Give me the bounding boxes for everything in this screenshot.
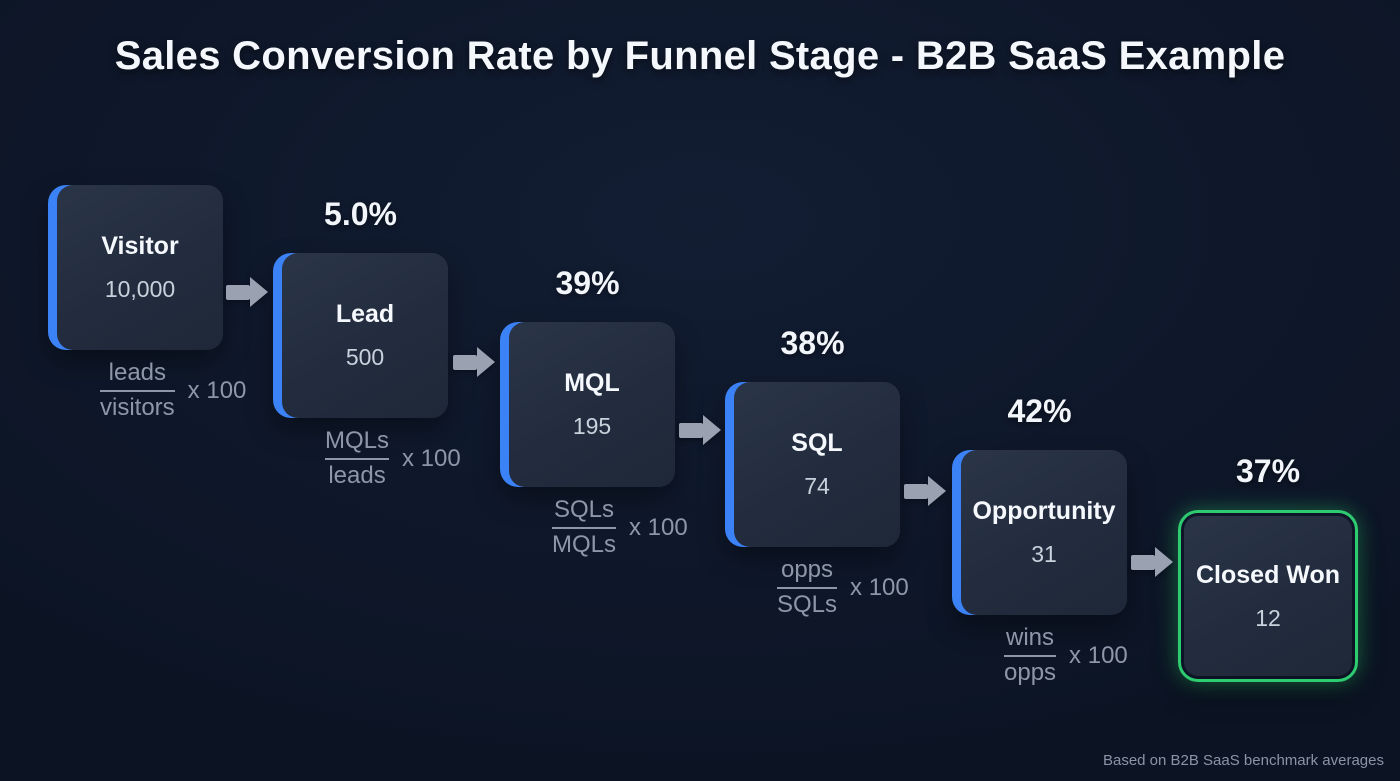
stage-value: 195 xyxy=(572,413,612,439)
stage-card: Visitor 10,000 xyxy=(48,185,223,350)
arrow-right-icon xyxy=(226,277,268,307)
stage-name: Lead xyxy=(335,300,395,328)
stage-card-body: Visitor 10,000 xyxy=(57,185,223,350)
arrow-head xyxy=(250,277,268,307)
stage-value: 31 xyxy=(1031,541,1057,567)
arrow-right-icon xyxy=(679,415,721,445)
fraction: opps SQLs xyxy=(777,556,838,619)
stage-card: Opportunity 31 xyxy=(952,450,1127,615)
stage-card-body: Lead 500 xyxy=(282,253,448,418)
fraction: wins opps xyxy=(1004,624,1057,687)
arrow-shaft xyxy=(1131,554,1155,570)
stage-name: Opportunity xyxy=(972,497,1116,525)
conversion-formula: leads visitors x 100 xyxy=(100,359,247,422)
fraction: SQLs MQLs xyxy=(552,496,617,559)
conversion-formula: wins opps x 100 xyxy=(1004,624,1128,687)
fraction: leads visitors xyxy=(100,359,175,422)
stage-card: Lead 500 xyxy=(273,253,448,418)
stage-value: 74 xyxy=(804,473,830,499)
formula-numerator: opps xyxy=(780,556,834,583)
conversion-rate-label: 39% xyxy=(555,265,620,301)
fraction-bar xyxy=(325,457,390,460)
funnel-stage-visitor: Visitor 10,000 leads visitors x 100 xyxy=(48,185,246,421)
arrow-head xyxy=(703,415,721,445)
stage-value: 500 xyxy=(345,344,385,370)
arrow-shaft xyxy=(679,422,703,438)
stage-card: MQL 195 xyxy=(500,322,675,487)
arrow-shaft xyxy=(226,284,250,300)
stage-card-body: SQL 74 xyxy=(734,382,900,547)
stage-name: SQL xyxy=(791,429,843,457)
funnel-stage-sql: 38% SQL 74 opps SQLs x 100 xyxy=(725,325,909,618)
formula-multiplier: x 100 xyxy=(187,376,247,404)
formula-multiplier: x 100 xyxy=(1069,641,1128,669)
stage-card-body: Closed Won 12 xyxy=(1184,516,1352,676)
stage-value: 12 xyxy=(1255,604,1281,631)
stage-name: Visitor xyxy=(101,232,179,260)
conversion-rate-label: 5.0% xyxy=(324,196,397,232)
formula-numerator: MQLs xyxy=(325,427,390,454)
arrow-head xyxy=(928,476,946,506)
formula-multiplier: x 100 xyxy=(850,573,909,601)
stage-value: 10,000 xyxy=(104,276,176,302)
arrow-right-icon xyxy=(453,347,495,377)
fraction: MQLs leads xyxy=(325,427,390,490)
arrow-right-icon xyxy=(1131,547,1173,577)
stage-card-won: Closed Won 12 xyxy=(1178,510,1358,682)
formula-numerator: SQLs xyxy=(553,496,615,523)
arrow-head xyxy=(1155,547,1173,577)
page-title: Sales Conversion Rate by Funnel Stage - … xyxy=(114,34,1286,78)
fraction-bar xyxy=(100,389,175,392)
stage-name: Closed Won xyxy=(1196,560,1340,589)
formula-multiplier: x 100 xyxy=(402,444,461,472)
conversion-rate-label: 37% xyxy=(1235,453,1301,489)
funnel-stage-mql: 39% MQL 195 SQLs MQLs x 100 xyxy=(500,265,688,558)
footer-note: Based on B2B SaaS benchmark averages xyxy=(1102,752,1384,769)
formula-denominator: visitors xyxy=(100,393,175,421)
funnel-stage-closed-won: 37% Closed Won 12 xyxy=(1178,453,1358,682)
funnel-stage-lead: 5.0% Lead 500 MQLs leads x 100 xyxy=(273,196,461,489)
arrow-right-icon xyxy=(904,476,946,506)
arrow-shaft xyxy=(904,483,928,499)
conversion-rate-label: 38% xyxy=(780,325,845,361)
arrow-head xyxy=(477,347,495,377)
conversion-formula: opps SQLs x 100 xyxy=(777,556,909,619)
formula-numerator: wins xyxy=(1006,624,1055,651)
conversion-rate-label: 42% xyxy=(1007,393,1072,429)
formula-denominator: MQLs xyxy=(552,530,617,558)
fraction-bar xyxy=(777,586,838,589)
conversion-formula: MQLs leads x 100 xyxy=(325,427,461,490)
formula-multiplier: x 100 xyxy=(629,513,688,541)
formula-numerator: leads xyxy=(108,359,167,386)
arrow-shaft xyxy=(453,354,477,370)
formula-denominator: leads xyxy=(328,461,386,489)
formula-denominator: SQLs xyxy=(777,590,838,618)
stage-card: SQL 74 xyxy=(725,382,900,547)
stage-card-body: MQL 195 xyxy=(509,322,675,487)
stage-card-body: Opportunity 31 xyxy=(961,450,1127,615)
stage-name: MQL xyxy=(564,369,620,397)
conversion-formula: SQLs MQLs x 100 xyxy=(552,496,688,559)
fraction-bar xyxy=(552,526,617,529)
formula-denominator: opps xyxy=(1004,658,1057,686)
funnel-stage-opportunity: 42% Opportunity 31 wins opps x 100 xyxy=(952,393,1128,686)
fraction-bar xyxy=(1004,654,1057,657)
